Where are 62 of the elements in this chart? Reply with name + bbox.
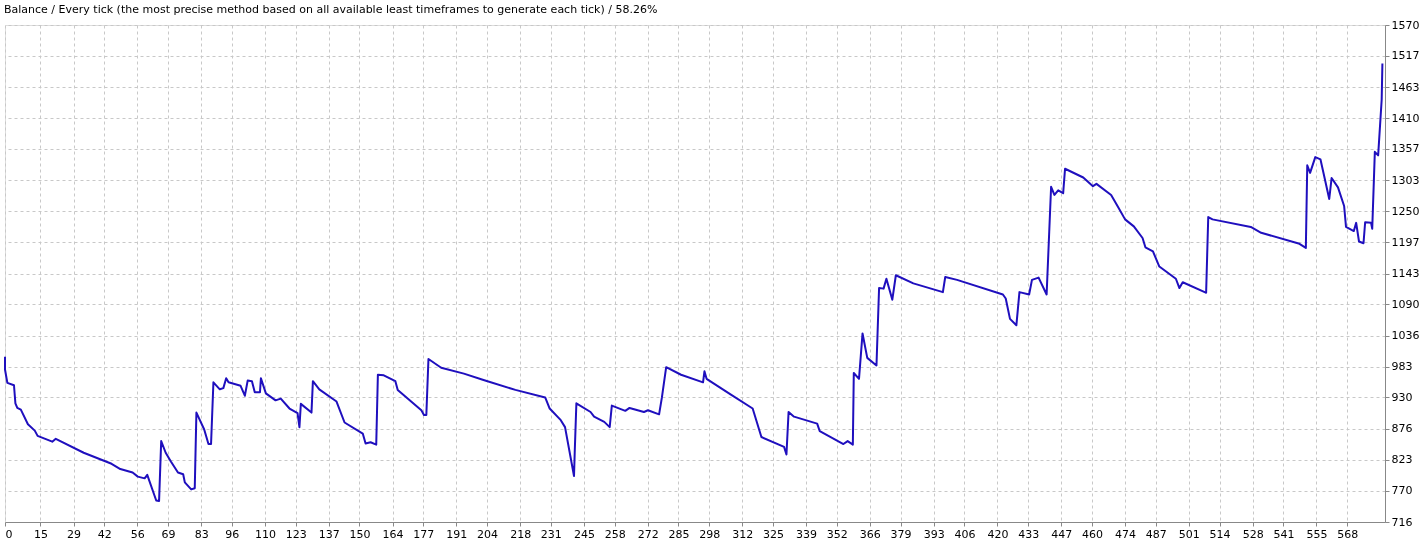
y-tick-label: 1357 xyxy=(1391,142,1420,156)
x-tick-label: 177 xyxy=(413,527,435,541)
x-tick-label: 150 xyxy=(349,527,371,541)
x-tick-label: 555 xyxy=(1306,527,1328,541)
x-tick-label: 447 xyxy=(1051,527,1073,541)
y-tick-label: 1303 xyxy=(1391,173,1420,187)
y-tick-label: 1463 xyxy=(1391,80,1420,94)
x-tick-label: 123 xyxy=(285,527,307,541)
x-tick-label: 568 xyxy=(1337,527,1359,541)
x-tick-label: 42 xyxy=(97,527,112,541)
x-tick-label: 474 xyxy=(1115,527,1137,541)
y-tick-label: 1250 xyxy=(1391,204,1420,218)
x-tick-label: 420 xyxy=(987,527,1009,541)
x-tick-label: 258 xyxy=(604,527,626,541)
x-tick-label: 164 xyxy=(382,527,404,541)
y-tick-label: 1570 xyxy=(1391,18,1420,32)
x-tick-label: 245 xyxy=(573,527,595,541)
x-tick-label: 29 xyxy=(67,527,82,541)
x-tick-label: 285 xyxy=(668,527,690,541)
y-tick-label: 1197 xyxy=(1391,235,1420,249)
x-tick-label: 393 xyxy=(923,527,945,541)
x-tick-label: 298 xyxy=(699,527,721,541)
x-tick-label: 204 xyxy=(477,527,499,541)
y-tick-label: 1410 xyxy=(1391,111,1420,125)
x-tick-label: 83 xyxy=(194,527,209,541)
y-tick-label: 716 xyxy=(1391,515,1413,529)
y-tick-label: 1517 xyxy=(1391,49,1420,63)
x-tick-label: 218 xyxy=(510,527,532,541)
y-tick-label: 770 xyxy=(1391,484,1413,498)
x-tick-label: 501 xyxy=(1178,527,1200,541)
x-tick-label: 272 xyxy=(637,527,659,541)
x-tick-label: 339 xyxy=(796,527,818,541)
y-tick-label: 1036 xyxy=(1391,329,1420,343)
x-tick-label: 528 xyxy=(1242,527,1264,541)
y-tick-label: 930 xyxy=(1391,390,1413,404)
x-tick-label: 487 xyxy=(1145,527,1167,541)
x-tick-label: 541 xyxy=(1273,527,1295,541)
x-tick-label: 433 xyxy=(1018,527,1040,541)
x-tick-label: 460 xyxy=(1081,527,1103,541)
x-tick-label: 110 xyxy=(254,527,276,541)
x-tick-label: 56 xyxy=(130,527,145,541)
y-tick-label: 1143 xyxy=(1391,267,1420,280)
x-tick-label: 379 xyxy=(890,527,912,541)
x-tick-label: 325 xyxy=(762,527,784,541)
line-series xyxy=(4,62,1384,503)
x-tick-label: 514 xyxy=(1209,527,1231,541)
x-tick-label: 69 xyxy=(161,527,176,541)
y-tick-label: 1090 xyxy=(1391,297,1420,311)
x-tick-label: 191 xyxy=(446,527,468,541)
x-tick-label: 96 xyxy=(225,527,240,541)
chart-title: Balance / Every tick (the most precise method based on all available least timeframes to generate each tick) / 58.26% xyxy=(4,3,658,16)
x-tick-label: 406 xyxy=(954,527,976,541)
x-tick-label: 137 xyxy=(318,527,340,541)
x-tick-label: 231 xyxy=(540,527,562,541)
x-tick-label: 352 xyxy=(826,527,848,541)
y-tick-label: 983 xyxy=(1391,360,1413,374)
x-tick-label: 366 xyxy=(859,527,881,541)
x-tick-label: 15 xyxy=(33,527,48,541)
y-tick-label: 876 xyxy=(1391,422,1413,436)
x-tick-label: 0 xyxy=(5,527,13,541)
y-tick-label: 823 xyxy=(1391,453,1413,467)
x-tick-label: 312 xyxy=(732,527,754,541)
